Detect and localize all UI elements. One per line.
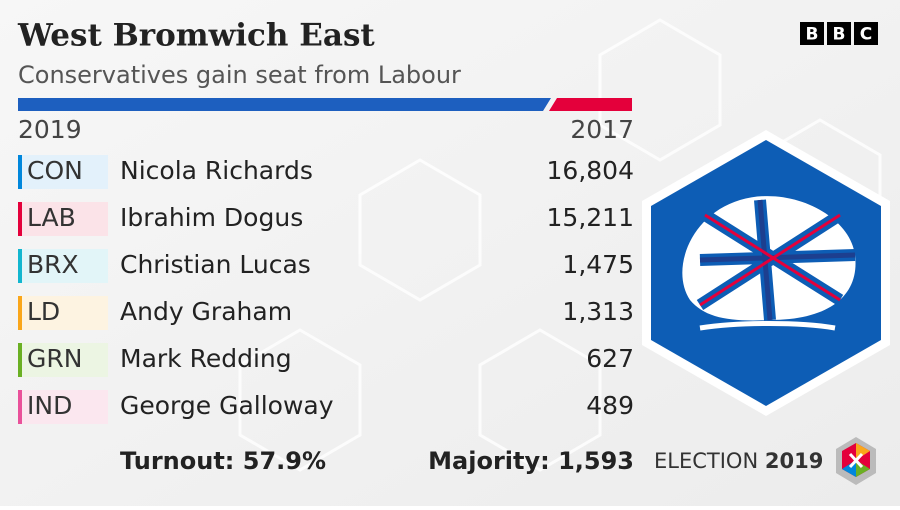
bbc-letter: B <box>833 25 846 45</box>
gain-bar-blue <box>18 98 551 111</box>
bbc-box <box>827 22 851 45</box>
votes: 15,211 <box>547 203 634 232</box>
column-header: 2017 <box>570 115 634 144</box>
party-tint <box>22 390 108 424</box>
candidate: George Galloway <box>120 391 334 420</box>
election-word: ELECTION <box>654 449 758 473</box>
votes: 489 <box>586 391 634 420</box>
gain-bar-red <box>549 98 632 111</box>
bbc-letter: B <box>806 25 819 45</box>
results-table: CON Nicola Richards 16,804 LAB Ibrahim Dogus… <box>18 155 634 424</box>
votes: 1,475 <box>562 250 634 279</box>
party-code: BRX <box>27 250 79 279</box>
election-label: ELECTION 2019 <box>654 449 823 473</box>
votes: 627 <box>586 344 634 373</box>
turnout: Turnout: 57.9% <box>120 447 326 475</box>
party-stripe <box>18 296 22 330</box>
party-stripe <box>18 343 22 377</box>
votes: 1,313 <box>562 297 634 326</box>
bbc-box <box>800 22 824 45</box>
party-tint <box>22 249 108 283</box>
party-tint <box>22 296 108 330</box>
bbc-box <box>854 22 878 45</box>
party-tint <box>22 155 108 189</box>
party-code: IND <box>27 391 72 420</box>
candidate: Nicola Richards <box>120 156 313 185</box>
candidate: Christian Lucas <box>120 250 311 279</box>
party-code: GRN <box>27 344 82 373</box>
party-logo <box>642 130 890 416</box>
subtitle: Conservatives gain seat from Labour <box>18 61 461 89</box>
party-code: CON <box>27 156 83 185</box>
party-tint <box>22 343 108 377</box>
majority: Majority: 1,593 <box>428 447 634 475</box>
candidate: Mark Redding <box>120 344 292 373</box>
party-stripe <box>18 202 22 236</box>
candidate: Andy Graham <box>120 297 292 326</box>
election-year: 2019 <box>765 449 823 473</box>
party-tint <box>22 202 108 236</box>
title: West Bromwich East <box>17 18 375 54</box>
party-stripe <box>18 249 22 283</box>
party-stripe <box>18 155 22 189</box>
bbc-letter: C <box>860 25 872 45</box>
party-code: LAB <box>27 203 76 232</box>
candidate: Ibrahim Dogus <box>120 203 303 232</box>
party-stripe <box>18 390 22 424</box>
election-logo <box>836 437 876 485</box>
column-header: 2019 <box>18 115 82 144</box>
votes: 16,804 <box>547 156 634 185</box>
party-code: LD <box>27 297 60 326</box>
